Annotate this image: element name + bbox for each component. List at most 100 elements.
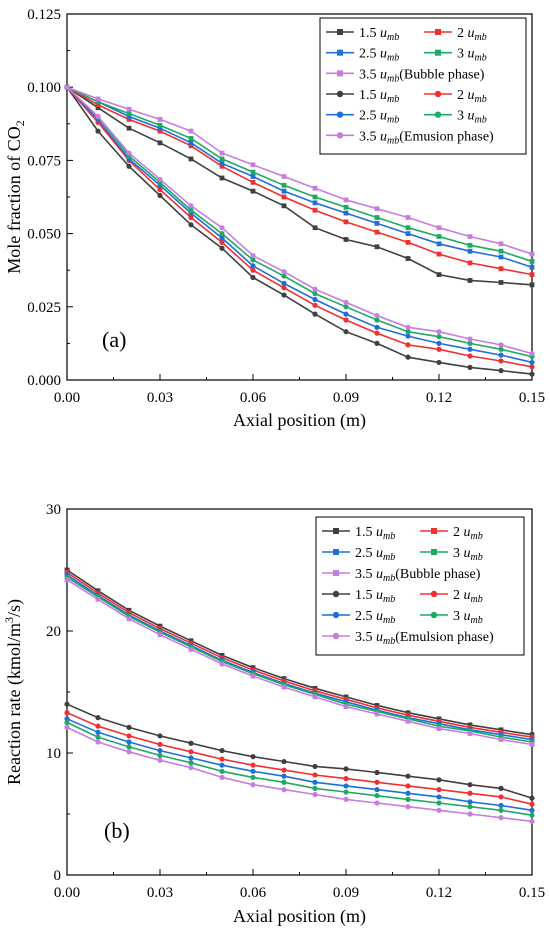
data-point-square — [281, 678, 287, 684]
data-point-square — [157, 128, 163, 134]
data-point-square — [95, 102, 101, 108]
text-span: u — [376, 525, 383, 540]
text-span: /s) — [4, 599, 25, 617]
legend-swatch-square — [333, 549, 339, 555]
legend-label: 3 umb — [453, 609, 483, 626]
text-span: 2 — [13, 120, 27, 126]
data-point-square — [157, 125, 163, 131]
data-point-circle — [281, 787, 287, 793]
text-span: mb — [471, 531, 483, 542]
data-point-circle — [498, 352, 504, 358]
data-point-square — [436, 234, 442, 239]
data-point-circle — [250, 274, 256, 281]
data-point-circle — [529, 801, 535, 807]
data-point-square — [188, 140, 194, 146]
x-tick-label: 0.06 — [240, 885, 267, 901]
data-point-square — [250, 188, 256, 194]
series-line-5 — [66, 703, 533, 799]
series-line-5 — [66, 86, 533, 375]
data-point-square — [343, 237, 349, 242]
data-point-square — [467, 728, 473, 734]
legend-swatch-circle — [434, 90, 442, 98]
data-point-square — [281, 682, 287, 688]
y-tick-label: 10 — [46, 746, 61, 762]
data-point-circle — [436, 807, 442, 813]
data-point-circle — [188, 749, 194, 755]
data-point-circle — [343, 776, 349, 782]
data-point-circle — [312, 296, 318, 303]
data-point-circle — [281, 285, 287, 291]
data-point-square — [64, 577, 70, 583]
data-point-circle — [436, 800, 442, 806]
y-axis-label: Mole fraction of CO2 — [4, 120, 27, 273]
data-point-square — [126, 111, 132, 116]
data-point-square — [219, 163, 225, 169]
data-point-circle — [250, 257, 256, 263]
data-point-circle — [374, 779, 380, 785]
data-point-circle — [405, 329, 411, 335]
series-line-6 — [66, 711, 533, 805]
data-point-circle — [157, 733, 163, 739]
data-point-square — [343, 210, 349, 216]
legend-swatch-square — [435, 49, 441, 56]
data-point-circle — [529, 818, 535, 824]
y-tick-label: 0.000 — [27, 373, 61, 389]
data-point-circle — [281, 767, 287, 773]
data-point-square — [498, 727, 504, 733]
text-span: (Bubble phase) — [399, 67, 484, 82]
text-span: mb — [383, 552, 395, 563]
data-point-circle — [188, 222, 194, 228]
data-point-square — [436, 723, 442, 729]
legend-swatch-square — [435, 29, 441, 35]
series-line-1 — [66, 571, 533, 738]
text-span: mb — [387, 73, 399, 84]
data-point-square — [467, 722, 473, 728]
data-point-square — [157, 632, 163, 638]
data-point-square — [498, 266, 504, 272]
data-point-square — [281, 174, 287, 179]
data-point-square — [405, 225, 411, 231]
data-point-circle — [498, 807, 504, 813]
text-span: 1.5 — [355, 588, 376, 603]
text-span: u — [380, 26, 387, 41]
legend-label: 1.5 umb — [359, 26, 399, 43]
data-point-circle — [405, 342, 411, 348]
data-point-circle — [405, 324, 411, 330]
data-point-circle — [126, 724, 132, 730]
series-line-8 — [66, 86, 533, 358]
data-point-circle — [405, 796, 411, 802]
data-point-square — [436, 225, 442, 231]
data-point-square — [498, 734, 504, 740]
data-point-square — [188, 143, 194, 149]
data-point-circle — [250, 263, 256, 269]
data-point-square — [157, 629, 163, 635]
data-point-circle — [436, 359, 442, 366]
text-span: mb — [387, 32, 399, 43]
series-line-0 — [66, 86, 533, 286]
data-point-circle — [529, 364, 535, 370]
text-span: 3 — [453, 546, 464, 561]
data-point-square — [312, 692, 318, 697]
data-point-circle — [405, 333, 411, 339]
data-point-square — [374, 229, 380, 235]
data-point-square — [436, 726, 442, 731]
data-point-square — [343, 219, 349, 225]
legend-label: 2.5 umb — [355, 546, 395, 563]
data-point-circle — [219, 768, 225, 774]
y-tick-label: 20 — [46, 624, 61, 640]
x-tick-label: 0.09 — [333, 885, 359, 901]
x-tick-label: 0.12 — [426, 885, 452, 901]
data-point-square — [529, 259, 535, 264]
text-span: u — [464, 588, 471, 603]
data-point-square — [467, 731, 473, 736]
data-point-square — [529, 734, 535, 740]
y-tick-label: 0.025 — [27, 300, 61, 316]
panel-label: (a) — [102, 327, 126, 352]
x-tick-label: 0.15 — [519, 390, 545, 406]
data-point-square — [529, 742, 535, 747]
data-point-circle — [498, 346, 504, 352]
data-point-square — [405, 215, 411, 220]
text-span: 3 — [457, 109, 468, 124]
text-span: mb — [475, 115, 487, 126]
